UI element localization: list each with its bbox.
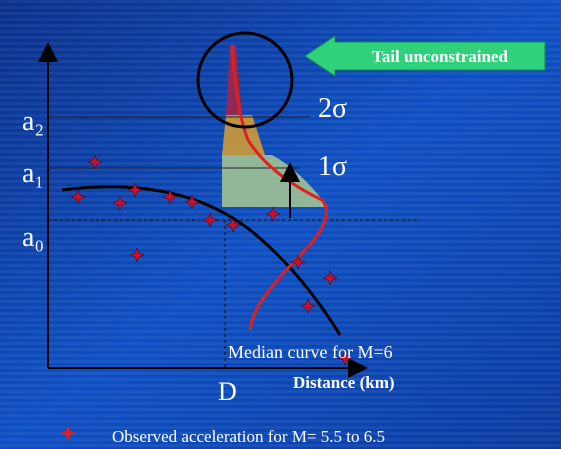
observation-star [290,254,306,270]
sigma-label: 1σ [318,151,347,182]
legend-text: Observed acceleration for M= 5.5 to 6.5 [112,427,385,446]
observation-star [300,298,316,314]
observation-star [162,189,178,205]
observation-star [127,182,143,198]
observation-star [265,206,281,222]
observation-star [202,212,218,228]
observation-star [70,189,86,205]
x-axis-title: Distance (km) [293,373,395,392]
observation-star [129,247,145,263]
annotation-arrow [304,35,546,77]
sigma-label: 2σ [318,93,347,124]
x-point-label: D [218,377,237,406]
legend-marker [60,425,76,441]
observation-star [87,154,103,170]
observation-star [225,217,241,233]
tail-circle [196,31,294,129]
y-label: a₀ [22,222,44,253]
observation-star [322,270,338,286]
observations [70,154,353,366]
y-label: a₁ [22,158,44,189]
observation-star [337,350,353,366]
observation-star [184,194,200,210]
y-label: a₂ [22,106,44,137]
median-curve [61,185,342,336]
curve-label: Median curve for M=6 [228,342,393,362]
annotation-text: Tail unconstrained [372,47,508,66]
observation-star [112,195,128,211]
